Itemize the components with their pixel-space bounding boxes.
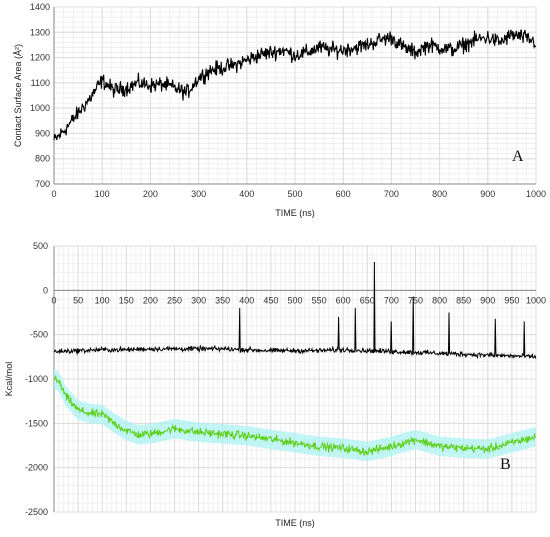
panel-a-y-tick-label: 900 xyxy=(35,128,50,138)
panel-b-y-tick-label: -1000 xyxy=(25,374,48,384)
panel-a-series xyxy=(53,29,537,141)
panel-b-label: B xyxy=(500,456,511,473)
panel-a-x-tick-label: 700 xyxy=(384,189,399,199)
panel-b-green-series-line xyxy=(53,375,537,456)
panel-a-ticks: 0 100 200 300 400 500 600 700 800 900 1000 700 800 90… xyxy=(30,2,546,199)
panel-b-x-tick-label: 450 xyxy=(263,295,278,305)
panel-b-x-tick-label: 600 xyxy=(336,295,351,305)
panel-b-ticks: 0 50 100 150 200 250 300 350 400 450 500 550 600 650 7… xyxy=(25,241,546,517)
panel-a-y-axis-label: Contact Surface Area (Å²) xyxy=(13,44,23,147)
panel-a-label: A xyxy=(512,148,524,165)
panel-a-y-tick-label: 1300 xyxy=(30,27,50,37)
panel-b-x-tick-label: 650 xyxy=(360,295,375,305)
panel-b-x-tick-label: 800 xyxy=(432,295,447,305)
panel-a-x-axis-label: TIME (ns) xyxy=(275,208,315,218)
chart-panel-a: 0 100 200 300 400 500 600 700 800 900 1000 700 800 90… xyxy=(13,2,546,218)
panel-b-x-tick-label: 50 xyxy=(73,295,83,305)
panel-b-x-tick-label: 200 xyxy=(143,295,158,305)
panel-b-x-axis-label: TIME (ns) xyxy=(275,518,315,528)
panel-a-x-tick-label: 200 xyxy=(143,189,158,199)
panel-a-x-tick-label: 500 xyxy=(287,189,302,199)
panel-b-x-tick-label: 750 xyxy=(408,295,423,305)
panel-b-y-tick-label: 0 xyxy=(43,285,48,295)
panel-a-y-tick-label: 1000 xyxy=(30,103,50,113)
panel-b-x-tick-label: 300 xyxy=(191,295,206,305)
panel-b-x-tick-label: 900 xyxy=(480,295,495,305)
panel-b-x-tick-label: 550 xyxy=(312,295,327,305)
panel-a-x-tick-label: 0 xyxy=(51,189,56,199)
panel-a-x-tick-label: 800 xyxy=(432,189,447,199)
panel-b-x-tick-label: 950 xyxy=(504,295,519,305)
panel-b-y-tick-label: 500 xyxy=(33,241,48,251)
panel-b-y-tick-label: -2500 xyxy=(25,507,48,517)
panel-a-grid xyxy=(53,6,537,185)
panel-b-x-tick-label: 150 xyxy=(119,295,134,305)
panel-b-y-axis-label: Kcal/mol xyxy=(4,362,14,397)
panel-a-y-tick-label: 800 xyxy=(35,154,50,164)
panel-a-x-tick-label: 300 xyxy=(191,189,206,199)
panel-b-black-series-line xyxy=(53,261,537,360)
panel-b-x-tick-label: 500 xyxy=(287,295,302,305)
panel-b-x-tick-label: 250 xyxy=(167,295,182,305)
panel-b-x-tick-label: 100 xyxy=(95,295,110,305)
panel-a-y-tick-label: 1200 xyxy=(30,53,50,63)
panel-a-x-tick-label: 1000 xyxy=(526,189,546,199)
panel-a-y-tick-label: 1100 xyxy=(31,78,50,88)
panel-b-y-tick-label: -2000 xyxy=(25,463,48,473)
panel-b-x-tick-label: 850 xyxy=(456,295,471,305)
panel-b-green-band xyxy=(54,369,536,462)
panel-b-x-tick-label: 400 xyxy=(239,295,254,305)
panel-b-y-tick-label: -500 xyxy=(30,330,48,340)
panel-b-x-tick-label: 350 xyxy=(215,295,230,305)
panel-a-x-tick-label: 100 xyxy=(95,189,110,199)
panel-b-y-tick-label: -1500 xyxy=(25,418,48,428)
panel-b-green-series-band xyxy=(54,369,536,462)
panel-a-y-tick-label: 700 xyxy=(35,179,50,189)
chart-panel-b: 0 50 100 150 200 250 300 350 400 450 500 550 600 650 7… xyxy=(4,241,546,528)
panel-b-x-tick-label: 1000 xyxy=(526,295,546,305)
panel-b-x-tick-label: 700 xyxy=(384,295,399,305)
panel-b-grid xyxy=(53,245,537,513)
panel-a-series-line xyxy=(53,29,537,141)
panel-a-y-tick-label: 1400 xyxy=(30,2,50,12)
panel-a-x-tick-label: 600 xyxy=(336,189,351,199)
panel-a-x-tick-label: 400 xyxy=(239,189,254,199)
panel-b-x-tick-label: 0 xyxy=(51,295,56,305)
panel-b-series xyxy=(53,261,537,456)
panel-a-x-tick-label: 900 xyxy=(480,189,495,199)
